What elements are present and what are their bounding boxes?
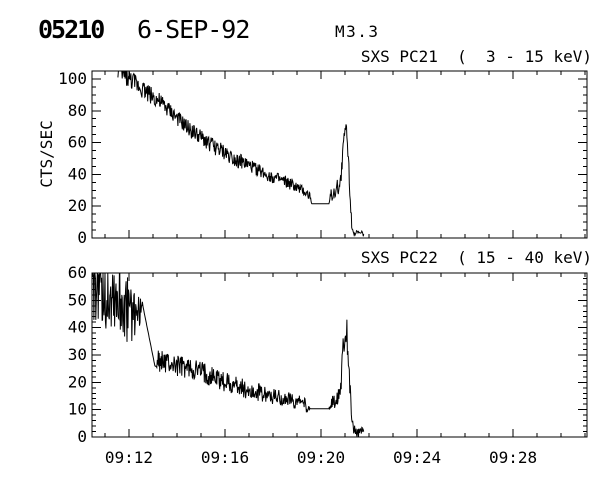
y-tick-label: 40 [68,164,87,183]
x-tick-label: 09:28 [489,448,537,467]
y-tick-label: 0 [77,228,87,247]
data-series-pc22 [91,272,365,437]
y-tick-label: 10 [68,400,87,419]
panel-title-pc21: SXS PC21 ( 3 - 15 keV) [360,47,592,66]
x-tick-label: 09:16 [201,448,249,467]
x-tick-label: 09:24 [393,448,441,467]
y-tick-label: 60 [68,133,87,152]
x-tick-label: 09:20 [297,448,345,467]
panel-title-pc22: SXS PC22 ( 15 - 40 keV) [360,248,592,267]
y-tick-label: 60 [68,263,87,282]
y-tick-label: 80 [68,101,87,120]
flare-class: M3.3 [335,22,380,41]
y-tick-label: 0 [77,427,87,446]
event-date: 6-SEP-92 [137,15,250,44]
y-tick-label: 100 [58,69,87,88]
x-tick-label: 09:12 [105,448,153,467]
y-tick-label: 20 [68,196,87,215]
y-tick-label: 20 [68,372,87,391]
panel-frame [91,70,588,239]
event-number: 05210 [38,15,105,44]
y-tick-label: 30 [68,345,87,364]
data-series-pc21 [117,70,365,237]
y-tick-label: 40 [68,318,87,337]
y-tick-label: 50 [68,290,87,309]
